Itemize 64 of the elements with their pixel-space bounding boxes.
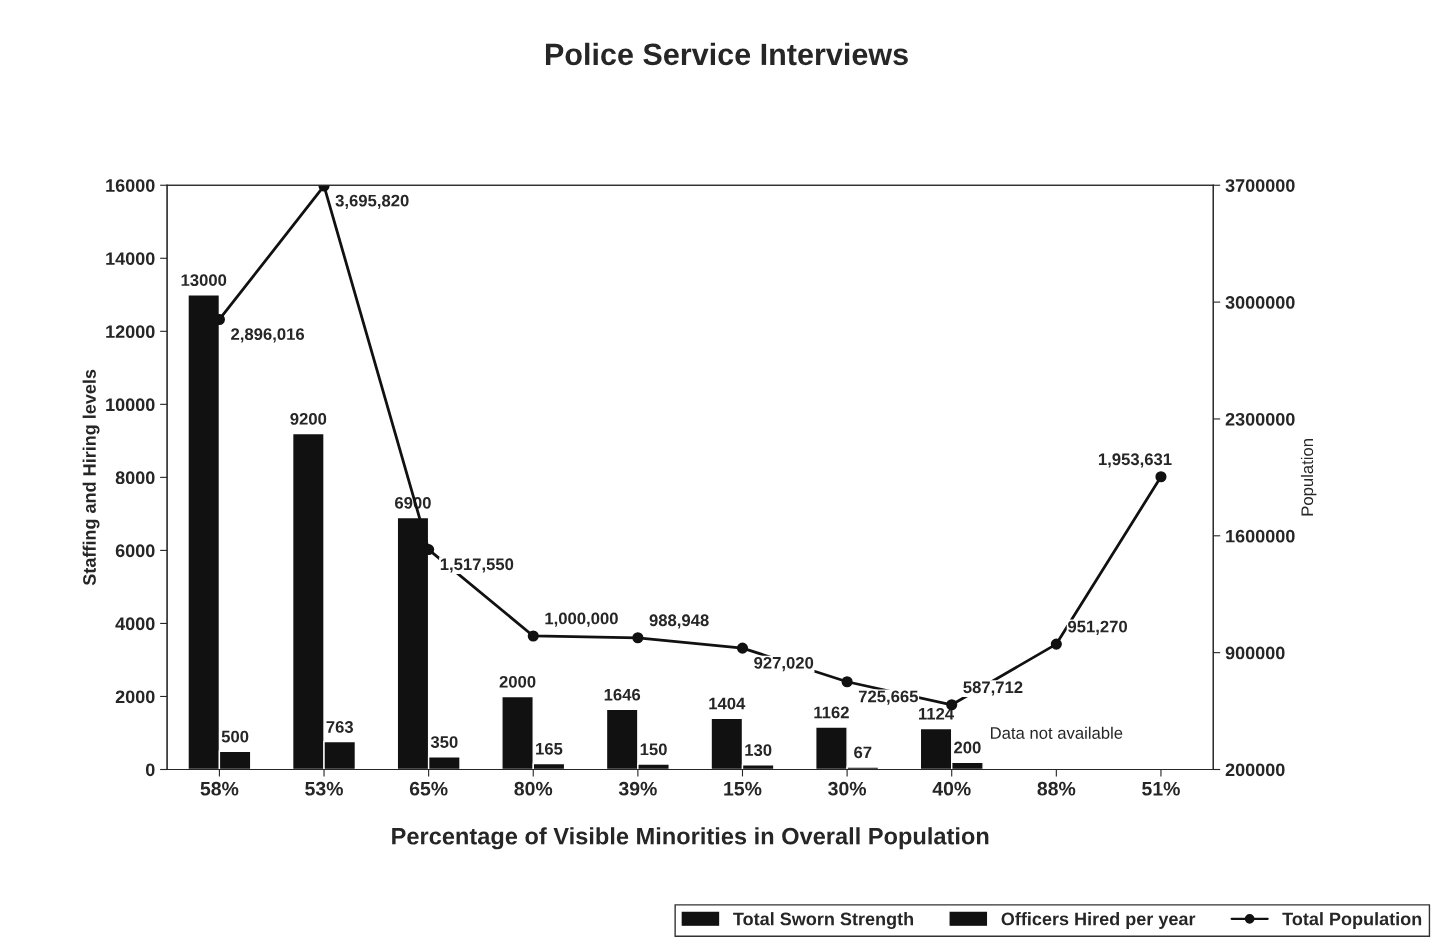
data-label: 13000 [181, 274, 227, 287]
y2-tick-label: 1600000 [1226, 529, 1295, 543]
point [841, 676, 853, 688]
y2-tick-label: 3000000 [1225, 296, 1295, 309]
x-tick-label: 51% [1142, 781, 1180, 796]
x-tick-label: 30% [828, 781, 867, 796]
point [1155, 471, 1167, 483]
y2-tick-label: 2300000 [1225, 412, 1295, 426]
data-label: 350 [430, 736, 458, 748]
data-label: 1404 [709, 697, 746, 710]
data-label: 130 [745, 744, 772, 756]
data-label: 2000 [499, 675, 536, 688]
data-label: 1162 [814, 706, 849, 719]
y-tick-label: 14000 [106, 252, 155, 265]
y-tick-label: 6000 [115, 544, 155, 558]
y-axis-title: Staffing and Hiring levels [82, 369, 100, 586]
chart-title: Police Service Interviews [545, 42, 908, 66]
data-label: 927,020 [754, 656, 814, 672]
legend-label: Total Population [1282, 912, 1422, 929]
y2-tick-label: 200000 [1225, 763, 1285, 777]
y2-tick-label: 900000 [1225, 646, 1285, 660]
x-tick-label: 40% [932, 781, 971, 796]
data-label: 150 [640, 743, 667, 756]
x-tick-label: 65% [409, 781, 448, 796]
data-label: 500 [221, 730, 249, 743]
x-tick-label: 15% [724, 781, 762, 796]
x-axis-title: Percentage of Visible Minorities in Overall Population [392, 827, 989, 850]
y2-axis-title: Population [1300, 439, 1317, 516]
x-tick-label: 39% [618, 781, 657, 796]
data-label: 165 [536, 742, 563, 755]
y-tick-label: 4000 [115, 617, 155, 631]
data-label: 1,953,631 [1098, 453, 1172, 468]
point [632, 632, 644, 644]
data-label: 951,270 [1068, 620, 1127, 635]
y-tick-label: 0 [145, 763, 155, 777]
data-label: 1,000,000 [545, 612, 618, 627]
x-tick-label: 88% [1037, 781, 1076, 796]
data-label: 67 [854, 746, 872, 759]
y-tick-label: 2000 [115, 690, 155, 704]
data-label: 200 [954, 741, 981, 754]
data-label: 725,665 [858, 690, 918, 705]
y-tick-label: 8000 [115, 471, 155, 485]
y-tick-label: 10000 [106, 398, 155, 412]
legend-label: Officers Hired per year [1001, 912, 1196, 929]
point [1050, 638, 1062, 650]
annotation: Data not available [990, 726, 1123, 739]
data-label: 1124 [918, 707, 955, 720]
y-tick-label: 16000 [106, 179, 155, 192]
data-label: 1,517,550 [440, 558, 514, 573]
data-label: 9200 [290, 412, 327, 425]
data-label: 988,948 [649, 614, 709, 629]
data-label: 587,712 [963, 681, 1023, 696]
data-label: 2,896,016 [231, 328, 305, 343]
point [736, 642, 749, 654]
x-tick-label: 58% [200, 781, 239, 796]
y-tick-label: 12000 [106, 325, 155, 339]
y2-tick-label: 3700000 [1225, 179, 1295, 192]
legend-label: Total Sworn Strength [733, 912, 914, 929]
data-label: 763 [326, 721, 354, 733]
x-tick-label: 80% [514, 781, 553, 796]
data-label: 1646 [604, 688, 641, 701]
data-label: 3,695,820 [335, 194, 409, 209]
point [527, 630, 539, 642]
x-tick-label: 53% [305, 781, 343, 796]
